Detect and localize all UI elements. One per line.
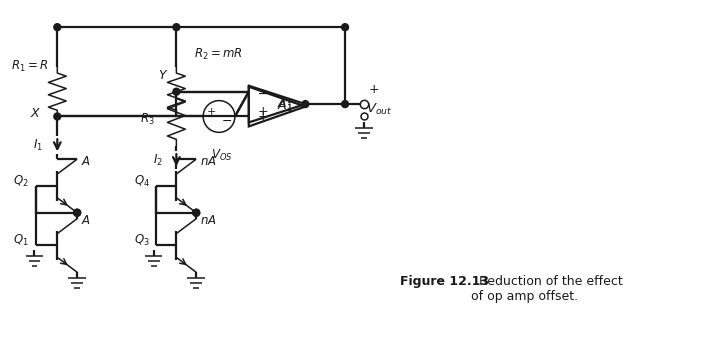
Text: $Q_1$: $Q_1$ [13,233,29,248]
Text: $-$: $-$ [257,87,268,100]
Text: $A$: $A$ [81,214,91,227]
Text: $nA$: $nA$ [200,214,217,227]
Text: $R_1 = R$: $R_1 = R$ [11,59,48,74]
Text: $I_2$: $I_2$ [153,153,163,168]
Circle shape [173,24,180,31]
Text: $+$: $+$ [206,106,216,117]
Text: $+$: $+$ [257,110,268,123]
Circle shape [54,113,61,120]
Text: $V_{out}$: $V_{out}$ [366,101,393,117]
Circle shape [193,209,200,216]
Text: $nA$: $nA$ [200,155,217,168]
Text: $+$: $+$ [368,83,379,96]
Text: $A$: $A$ [81,155,91,168]
Text: $R_2 = mR$: $R_2 = mR$ [193,47,243,62]
Text: $-$: $-$ [257,87,268,100]
Text: $-$: $-$ [222,114,233,127]
Text: $Q_3$: $Q_3$ [134,233,149,248]
Text: Figure 12.13: Figure 12.13 [400,275,489,288]
Text: $R_3$: $R_3$ [139,111,154,126]
Circle shape [54,24,61,31]
Text: Reduction of the effect
of op amp offset.: Reduction of the effect of op amp offset… [471,275,622,303]
Circle shape [74,209,81,216]
Text: $V_{OS}$: $V_{OS}$ [211,148,233,163]
Circle shape [173,88,180,95]
Text: $Q_4$: $Q_4$ [134,173,149,189]
Text: $A_1$: $A_1$ [277,99,293,114]
Circle shape [193,209,200,216]
Text: $+$: $+$ [257,105,268,118]
Circle shape [302,101,309,108]
Circle shape [341,24,348,31]
Text: $Y$: $Y$ [158,69,168,82]
Text: $A_1$: $A_1$ [277,96,293,112]
Circle shape [74,209,81,216]
Text: $Q_2$: $Q_2$ [13,173,29,189]
Circle shape [341,101,348,108]
Text: $X$: $X$ [30,107,41,120]
Text: $I_1$: $I_1$ [34,138,43,153]
